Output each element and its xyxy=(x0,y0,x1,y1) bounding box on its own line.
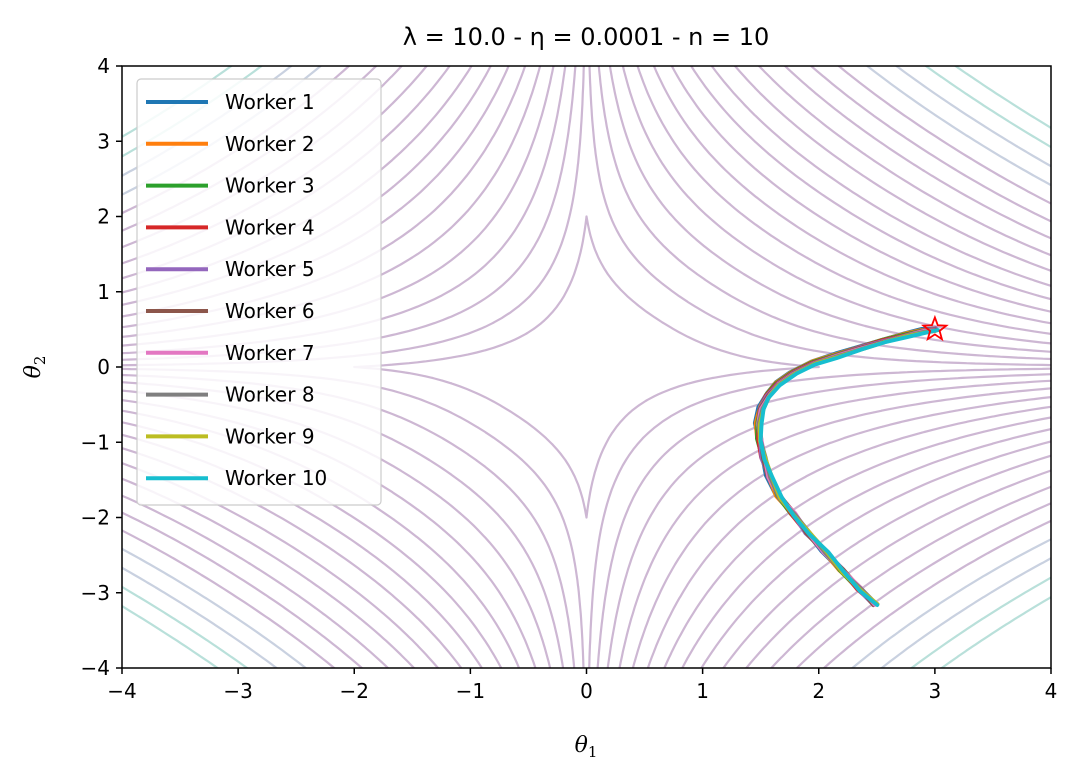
x-axis-ticks: −4 −3 −2 −1 0 1 2 3 4 xyxy=(107,668,1057,703)
trajectory-worker-6 xyxy=(756,327,938,608)
x-tick-label: 0 xyxy=(580,679,593,703)
legend-label: Worker 1 xyxy=(225,90,315,114)
x-tick-label: 4 xyxy=(1045,679,1058,703)
y-tick-label: 0 xyxy=(97,355,110,379)
chart-title: λ = 10.0 - η = 0.0001 - n = 10 xyxy=(403,23,770,51)
y-tick-label: 2 xyxy=(97,205,110,229)
x-tick-label: 2 xyxy=(812,679,825,703)
legend-label: Worker 6 xyxy=(225,299,315,323)
y-tick-label: −1 xyxy=(81,430,110,454)
y-tick-label: −4 xyxy=(81,656,110,680)
worker-trajectories xyxy=(752,326,940,608)
x-tick-label: −2 xyxy=(340,679,369,703)
legend-label: Worker 5 xyxy=(225,257,315,281)
trajectory-worker-10 xyxy=(758,328,940,607)
legend-label: Worker 2 xyxy=(225,132,315,156)
contour-line xyxy=(122,66,1051,668)
legend-label: Worker 10 xyxy=(225,466,327,490)
y-tick-label: 4 xyxy=(97,54,110,78)
legend-label: Worker 3 xyxy=(225,174,315,198)
x-tick-label: −4 xyxy=(107,679,136,703)
y-tick-label: 3 xyxy=(97,129,110,153)
target-star-icon xyxy=(921,314,949,342)
target-layer xyxy=(921,314,949,342)
y-axis-label: θ2 xyxy=(21,356,49,379)
legend-label: Worker 9 xyxy=(225,424,315,448)
legend-label: Worker 8 xyxy=(225,383,315,407)
legend: Worker 1 Worker 2 Worker 3 Worker 4 Worker 5… xyxy=(136,78,382,506)
x-tick-label: 3 xyxy=(929,679,942,703)
legend-label: Worker 4 xyxy=(225,215,315,239)
y-axis-ticks: −4 −3 −2 −1 0 1 2 3 4 xyxy=(81,54,122,680)
x-tick-label: −3 xyxy=(223,679,252,703)
contour-line xyxy=(122,66,1051,668)
x-tick-label: 1 xyxy=(696,679,709,703)
y-tick-label: −3 xyxy=(81,581,110,605)
legend-label: Worker 7 xyxy=(225,341,315,365)
y-tick-label: −2 xyxy=(81,506,110,530)
contour-line xyxy=(353,215,820,519)
y-tick-label: 1 xyxy=(97,280,110,304)
x-axis-label: θ1 xyxy=(575,733,598,761)
x-tick-label: −1 xyxy=(456,679,485,703)
